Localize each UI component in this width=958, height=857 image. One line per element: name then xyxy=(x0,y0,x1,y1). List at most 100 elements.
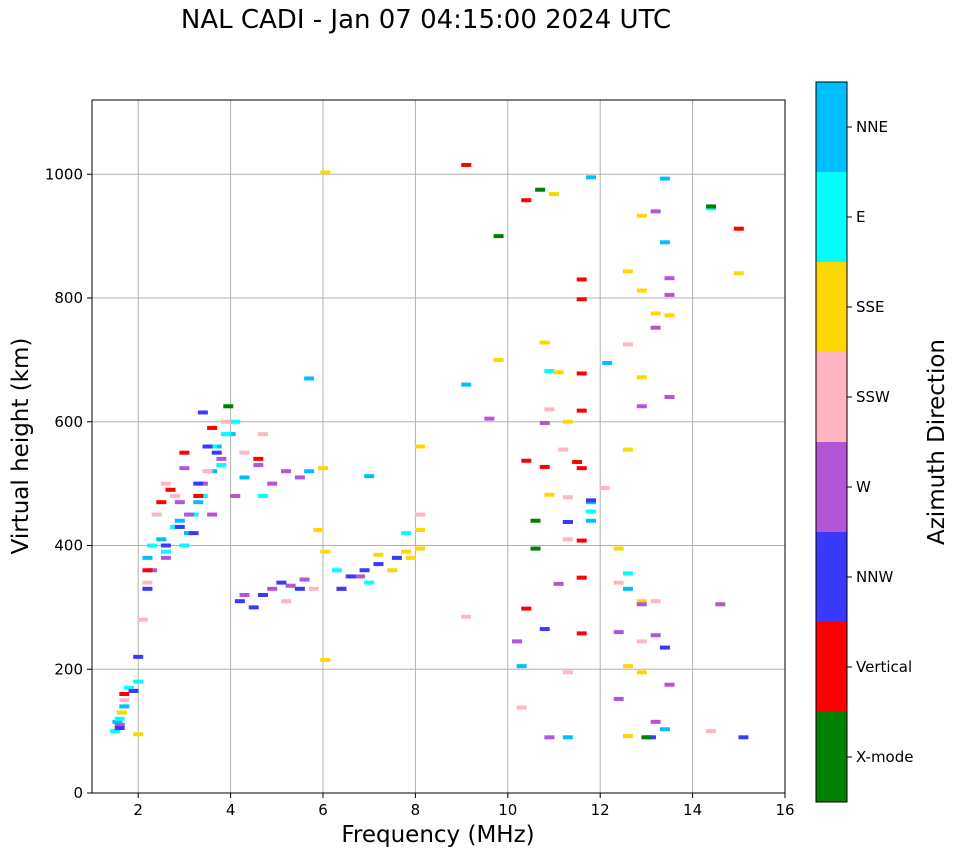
colorbar-tick-label: NNE xyxy=(856,118,888,136)
data-point xyxy=(544,407,555,412)
data-point xyxy=(539,627,550,632)
data-point xyxy=(521,198,532,203)
data-point xyxy=(193,494,204,498)
data-point xyxy=(613,580,624,585)
x-tick-label: 6 xyxy=(318,801,328,819)
data-point xyxy=(119,704,130,709)
colorbar-tick-label: SSE xyxy=(856,298,885,316)
data-point xyxy=(484,416,495,421)
data-point xyxy=(239,475,250,480)
series-sse xyxy=(117,170,744,739)
x-tick-label: 4 xyxy=(226,801,236,819)
data-point xyxy=(636,404,647,409)
data-point xyxy=(160,555,171,560)
data-point xyxy=(602,360,613,365)
plot-area xyxy=(92,100,785,793)
data-point xyxy=(553,370,564,375)
data-point xyxy=(664,276,675,281)
data-point xyxy=(733,271,744,276)
data-point xyxy=(216,463,227,468)
colorbar-tick-label: W xyxy=(856,478,871,496)
data-point xyxy=(636,288,647,293)
data-point xyxy=(133,654,144,659)
data-point xyxy=(622,269,633,274)
data-point xyxy=(706,729,717,734)
data-point xyxy=(239,593,250,597)
data-point xyxy=(664,395,675,399)
data-point xyxy=(211,450,222,455)
data-point xyxy=(521,606,532,611)
data-point xyxy=(530,546,541,551)
data-point xyxy=(715,602,726,607)
x-tick-label: 12 xyxy=(591,801,610,819)
data-point xyxy=(114,722,125,727)
data-point xyxy=(207,512,218,517)
data-point xyxy=(142,555,153,560)
data-point xyxy=(544,492,555,497)
data-point xyxy=(493,357,504,362)
data-point xyxy=(299,577,310,582)
series-ssw xyxy=(119,342,717,734)
x-tick-label: 10 xyxy=(498,801,517,819)
data-point xyxy=(572,459,583,464)
chart-title: NAL CADI - Jan 07 04:15:00 2024 UTC xyxy=(180,5,672,35)
data-point xyxy=(239,450,250,455)
data-point xyxy=(530,518,541,523)
data-point xyxy=(345,574,356,579)
data-point xyxy=(650,325,661,330)
colorbar-segment xyxy=(816,352,847,442)
data-point xyxy=(179,450,190,455)
x-tick-label: 16 xyxy=(775,801,794,819)
data-point xyxy=(401,549,412,554)
data-point xyxy=(248,605,259,610)
data-point xyxy=(313,528,324,533)
colorbar-tick-label: SSW xyxy=(856,388,890,406)
data-point xyxy=(576,631,587,636)
data-point xyxy=(202,444,213,449)
data-point xyxy=(253,463,264,468)
data-point xyxy=(650,719,661,724)
data-point xyxy=(636,639,647,644)
data-point xyxy=(576,297,587,302)
data-point xyxy=(117,710,128,715)
data-point xyxy=(220,432,231,437)
data-point xyxy=(160,481,171,486)
data-point xyxy=(304,376,315,381)
data-point xyxy=(156,537,167,542)
y-tick-label: 800 xyxy=(54,289,83,307)
y-tick-label: 600 xyxy=(54,413,83,431)
y-tick-label: 400 xyxy=(54,537,83,555)
data-point xyxy=(405,555,416,560)
data-point xyxy=(170,494,181,498)
data-point xyxy=(174,524,185,529)
data-point xyxy=(128,688,139,693)
data-point xyxy=(137,617,148,622)
plot-frame xyxy=(91,99,786,794)
data-point xyxy=(119,698,130,703)
series-x-mode xyxy=(223,187,717,740)
data-point xyxy=(142,580,153,585)
data-point xyxy=(320,170,331,175)
data-point xyxy=(636,213,647,218)
data-point xyxy=(622,734,633,739)
colorbar-segment xyxy=(816,172,847,262)
colorbar-frame xyxy=(815,81,848,803)
data-point xyxy=(636,375,647,380)
data-point xyxy=(539,340,550,345)
data-point xyxy=(257,432,268,437)
data-point xyxy=(114,726,125,731)
data-point xyxy=(521,458,532,463)
data-point xyxy=(276,580,287,585)
data-point xyxy=(622,664,633,669)
data-point xyxy=(112,719,123,724)
data-point xyxy=(359,568,370,573)
data-point xyxy=(585,518,596,523)
data-point xyxy=(114,716,125,721)
data-point xyxy=(613,696,624,701)
data-point xyxy=(659,645,670,650)
data-point xyxy=(320,549,331,554)
data-point xyxy=(664,313,675,318)
data-point xyxy=(160,549,171,554)
series-vertical xyxy=(119,162,744,696)
data-point xyxy=(220,419,231,424)
